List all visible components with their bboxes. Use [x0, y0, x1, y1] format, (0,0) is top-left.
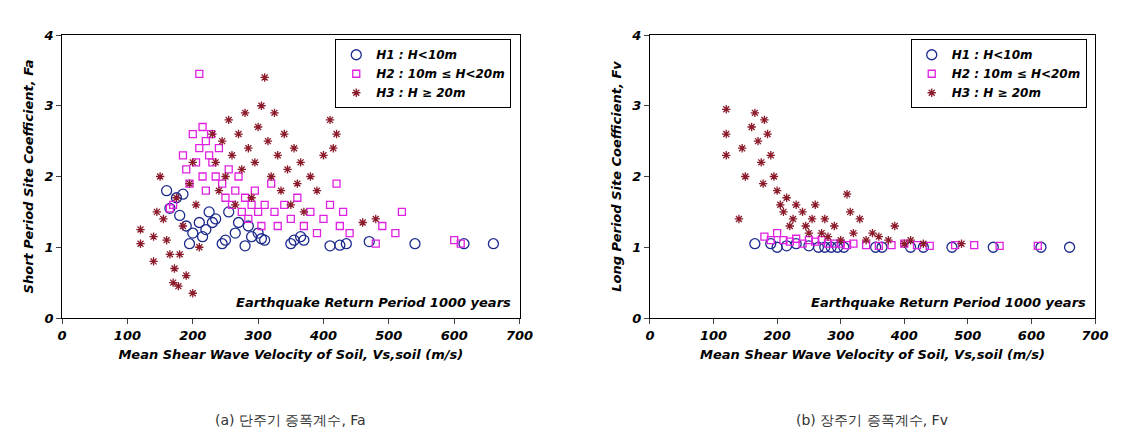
- svg-text:H3 : H ≥ 20m: H3 : H ≥ 20m: [952, 86, 1041, 100]
- svg-text:1: 1: [44, 240, 53, 255]
- svg-text:700: 700: [1081, 328, 1108, 343]
- svg-text:500: 500: [954, 328, 981, 343]
- svg-text:2: 2: [44, 169, 53, 184]
- svg-text:200: 200: [764, 328, 791, 343]
- svg-text:0: 0: [645, 328, 654, 343]
- svg-text:200: 200: [179, 328, 206, 343]
- svg-text:500: 500: [375, 328, 402, 343]
- svg-text:700: 700: [506, 328, 533, 343]
- svg-text:H3 : H ≥ 20m: H3 : H ≥ 20m: [376, 86, 465, 100]
- svg-text:Mean Shear Wave Velocity of So: Mean Shear Wave Velocity of Soil, Vs,soi…: [700, 347, 1045, 362]
- svg-text:100: 100: [700, 328, 727, 343]
- svg-text:Short Period Site Coefficient,: Short Period Site Coefficient, Fa: [21, 60, 36, 294]
- svg-text:0: 0: [44, 311, 53, 326]
- svg-text:2: 2: [632, 169, 641, 184]
- svg-text:H2 : 10m ≤ H<20m: H2 : 10m ≤ H<20m: [952, 67, 1080, 81]
- svg-text:4: 4: [631, 28, 641, 43]
- svg-text:(a) 단주기 증폭계수, Fa: (a) 단주기 증폭계수, Fa: [215, 412, 366, 428]
- svg-text:(b) 장주기 증폭계수, Fv: (b) 장주기 증폭계수, Fv: [796, 412, 948, 428]
- svg-text:0: 0: [632, 311, 641, 326]
- svg-text:300: 300: [245, 328, 272, 343]
- svg-text:300: 300: [827, 328, 854, 343]
- svg-text:4: 4: [43, 28, 53, 43]
- svg-text:Earthquake Return Period 1000: Earthquake Return Period 1000 years: [811, 295, 1086, 310]
- svg-text:3: 3: [632, 98, 641, 113]
- svg-text:0: 0: [58, 328, 67, 343]
- svg-text:H2 : 10m ≤ H<20m: H2 : 10m ≤ H<20m: [376, 67, 504, 81]
- svg-text:1: 1: [632, 240, 641, 255]
- svg-text:H1 : H<10m: H1 : H<10m: [952, 48, 1033, 62]
- svg-text:600: 600: [441, 328, 468, 343]
- svg-text:600: 600: [1018, 328, 1045, 343]
- svg-text:400: 400: [309, 328, 337, 343]
- svg-text:Long Period Site Coefficient,: Long Period Site Coefficient, Fv: [609, 61, 624, 292]
- svg-text:H1 : H<10m: H1 : H<10m: [376, 48, 457, 62]
- svg-text:100: 100: [114, 328, 141, 343]
- svg-text:3: 3: [44, 98, 53, 113]
- svg-text:Mean Shear Wave Velocity of So: Mean Shear Wave Velocity of Soil, Vs,soi…: [118, 347, 463, 362]
- svg-text:Earthquake Return Period 1000: Earthquake Return Period 1000 years: [236, 295, 511, 310]
- svg-text:400: 400: [890, 328, 918, 343]
